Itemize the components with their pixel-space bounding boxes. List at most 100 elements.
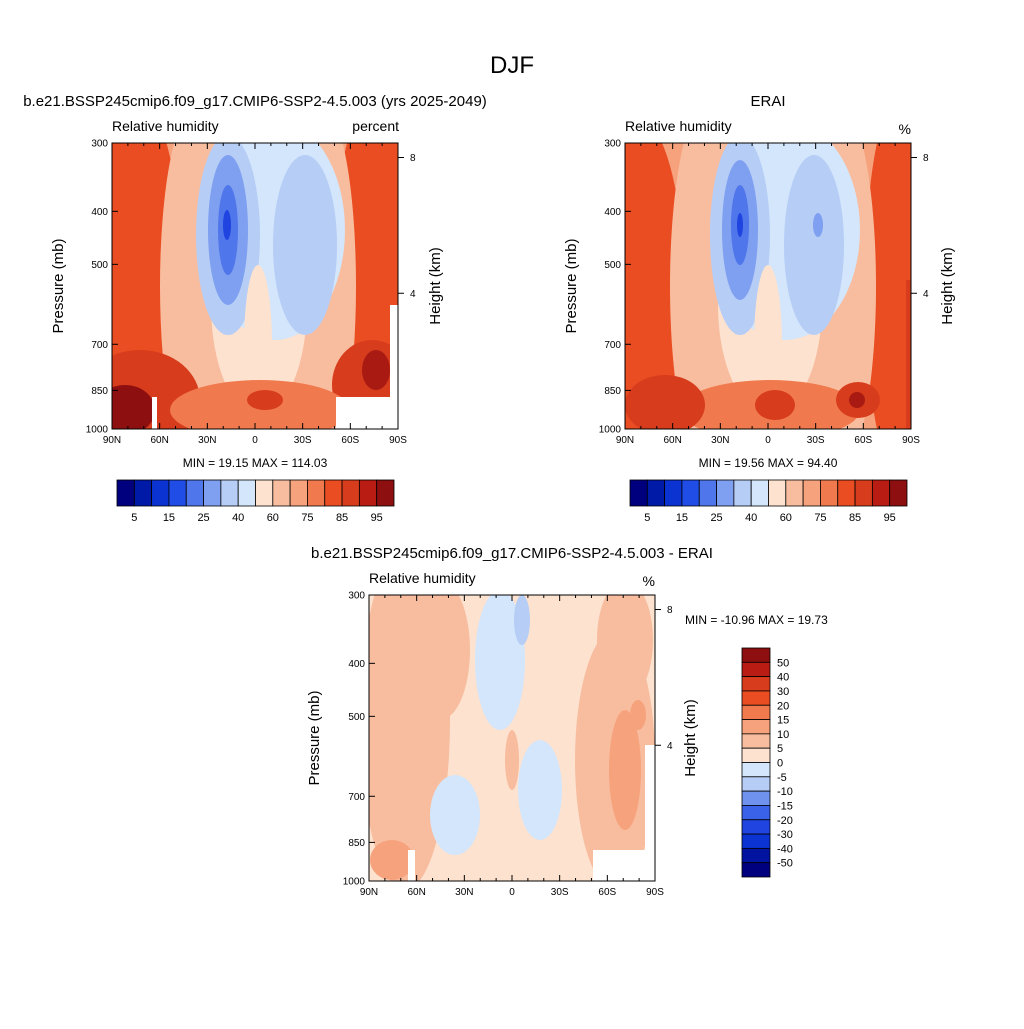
panel-diff-title: b.e21.BSSP245cmip6.f09_g17.CMIP6-SSP2-4.… — [311, 545, 713, 562]
panel-diff-field — [369, 595, 655, 881]
panel-model-title: b.e21.BSSP245cmip6.f09_g17.CMIP6-SSP2-4.… — [23, 93, 487, 110]
colorbar-swatch — [741, 805, 771, 821]
colorbar-label: 25 — [197, 512, 209, 524]
y2-tick-label: 4 — [923, 289, 929, 300]
colorbar-swatch — [802, 479, 821, 507]
x-tick-label: 90S — [902, 435, 920, 446]
x-tick-label: 30S — [807, 435, 825, 446]
colorbar-swatch — [716, 479, 735, 507]
field-sub-tropic-nh-4 — [737, 213, 743, 237]
colorbar-swatch — [376, 479, 395, 507]
y-tick-label: 300 — [348, 591, 365, 602]
colorbar-swatch — [681, 479, 700, 507]
panel-diff-y2label: Height (km) — [682, 699, 699, 777]
colorbar-swatch — [255, 479, 274, 507]
panel-obs-field — [625, 143, 911, 429]
colorbar-swatch — [151, 479, 170, 507]
y2-tick-label: 4 — [667, 741, 673, 752]
colorbar-swatch — [785, 479, 804, 507]
panel-obs-y2label: Height (km) — [939, 247, 956, 325]
colorbar-label: 95 — [884, 512, 896, 524]
colorbar-swatch — [889, 479, 908, 507]
panel-model-colorbar: 5 15 25 40 60 75 85 95 — [116, 479, 395, 524]
panel-obs-ylabel: Pressure (mb) — [563, 238, 580, 333]
colorbar-swatch — [741, 719, 771, 735]
colorbar-label: 30 — [777, 686, 789, 698]
colorbar-swatch — [741, 704, 771, 720]
panel-obs-left-label: Relative humidity — [625, 118, 732, 134]
y2-tick-label: 4 — [410, 289, 416, 300]
field-band-nh-red — [625, 143, 685, 429]
y-tick-label: 500 — [348, 712, 365, 723]
field-sub-tropic-nh-4 — [223, 210, 231, 240]
y-tick-label: 1000 — [86, 425, 109, 436]
panel-diff-units: % — [643, 573, 655, 589]
x-tick-label: 90S — [646, 887, 664, 898]
y2-tick-label: 8 — [667, 605, 673, 616]
colorbar-label: 85 — [336, 512, 348, 524]
field-sub-tropic-sh-1 — [273, 155, 337, 335]
panel-diff-axes: 90N 60N 30N 0 30S 60S 90S 300 400 500 700 850 1000 8 4 — [343, 591, 673, 899]
panel-obs-colorbar: 5 15 25 40 60 75 85 95 — [629, 479, 908, 524]
panel-model-field — [112, 143, 398, 429]
x-tick-label: 60S — [598, 887, 616, 898]
panel-model-stats: MIN = 19.15 MAX = 114.03 — [183, 456, 328, 470]
colorbar-label: 5 — [131, 512, 137, 524]
field-band-sh-red — [865, 143, 911, 429]
y-tick-label: 500 — [604, 260, 621, 271]
field-eq-cool-lower-2 — [430, 775, 480, 855]
field-missing-nh — [408, 850, 415, 881]
field-edge-dark — [906, 280, 911, 429]
colorbar-swatch — [854, 479, 873, 507]
field-surface-red-eq — [755, 390, 795, 420]
colorbar-swatch — [741, 847, 771, 864]
colorbar-swatch — [116, 479, 135, 507]
y2-tick-label: 8 — [410, 153, 416, 164]
colorbar-swatch — [324, 479, 343, 507]
x-tick-label: 60S — [854, 435, 872, 446]
y-tick-label: 700 — [348, 792, 365, 803]
field-sub-tropic-sh-1 — [784, 155, 844, 335]
colorbar-label: -40 — [777, 843, 793, 855]
colorbar-swatch — [741, 661, 771, 678]
colorbar-label: 10 — [777, 729, 789, 741]
colorbar-label: -50 — [777, 858, 793, 870]
field-surface-red-eq — [247, 390, 283, 410]
colorbar-swatch — [741, 747, 771, 763]
colorbar-label: 5 — [644, 512, 650, 524]
field-eq-cool-lower — [518, 740, 562, 840]
colorbar-swatch — [341, 479, 360, 507]
colorbar-label: -30 — [777, 829, 793, 841]
colorbar-swatch — [307, 479, 326, 507]
colorbar-swatch — [272, 479, 291, 507]
panel-obs-axes: 90N 60N 30N 0 30S 60S 90S 300 400 500 700 850 1000 8 4 — [599, 139, 929, 447]
colorbar-swatch — [629, 479, 648, 507]
x-tick-label: 30N — [711, 435, 729, 446]
panel-diff-left-label: Relative humidity — [369, 570, 476, 586]
colorbar-swatch — [358, 479, 378, 507]
colorbar-swatch — [741, 790, 771, 806]
y-tick-label: 400 — [604, 207, 621, 218]
y-tick-label: 700 — [91, 340, 108, 351]
colorbar-swatch — [664, 479, 683, 507]
x-tick-label: 0 — [252, 435, 258, 446]
panel-model-units: percent — [352, 118, 399, 134]
x-tick-label: 60N — [663, 435, 681, 446]
x-tick-label: 90N — [360, 887, 378, 898]
field-eq-cool-upper-2 — [514, 595, 530, 645]
field-sh-warm-band-2 — [597, 595, 653, 700]
field-surface-dark-nh — [112, 385, 155, 429]
colorbar-swatch — [646, 479, 666, 507]
x-tick-label: 60N — [407, 887, 425, 898]
y-tick-label: 700 — [604, 340, 621, 351]
field-surface-orange — [170, 380, 350, 429]
colorbar-label: 40 — [745, 512, 757, 524]
figure-title: DJF — [490, 52, 534, 79]
y-tick-label: 500 — [91, 260, 108, 271]
colorbar-label: 15 — [676, 512, 688, 524]
field-sh-orange-core-2 — [630, 700, 646, 730]
colorbar-label: 0 — [777, 758, 783, 770]
